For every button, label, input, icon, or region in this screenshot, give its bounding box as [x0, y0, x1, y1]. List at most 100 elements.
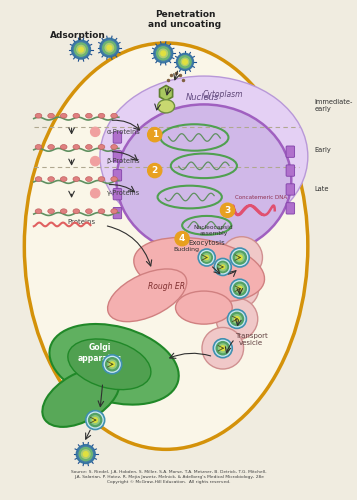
Ellipse shape: [48, 114, 54, 118]
Ellipse shape: [116, 104, 291, 256]
Circle shape: [159, 49, 167, 58]
Text: Transport
vesicle: Transport vesicle: [235, 334, 267, 346]
Circle shape: [233, 314, 241, 323]
Circle shape: [233, 251, 246, 264]
Circle shape: [201, 252, 212, 263]
Circle shape: [205, 256, 208, 260]
Ellipse shape: [176, 291, 232, 324]
Ellipse shape: [48, 176, 54, 182]
Circle shape: [216, 342, 230, 355]
Circle shape: [179, 56, 191, 68]
Ellipse shape: [48, 209, 54, 214]
Text: Proteins: Proteins: [67, 220, 95, 226]
Ellipse shape: [35, 144, 42, 150]
Text: 4: 4: [179, 234, 185, 243]
Circle shape: [106, 358, 119, 371]
Circle shape: [89, 414, 102, 426]
Circle shape: [105, 44, 114, 52]
Ellipse shape: [134, 238, 265, 302]
Circle shape: [81, 450, 90, 458]
Circle shape: [216, 298, 258, 340]
FancyBboxPatch shape: [113, 208, 122, 219]
Text: 2: 2: [152, 166, 158, 175]
Ellipse shape: [50, 324, 179, 404]
Ellipse shape: [73, 176, 80, 182]
Circle shape: [236, 254, 244, 262]
FancyBboxPatch shape: [286, 146, 295, 158]
Ellipse shape: [157, 100, 175, 113]
Ellipse shape: [111, 176, 117, 182]
Circle shape: [237, 255, 242, 260]
Ellipse shape: [60, 209, 67, 214]
Circle shape: [181, 58, 189, 66]
Ellipse shape: [100, 76, 308, 236]
Circle shape: [103, 41, 116, 54]
Ellipse shape: [42, 368, 120, 427]
Circle shape: [175, 232, 189, 245]
Text: Golgi
apparatus: Golgi apparatus: [78, 344, 122, 363]
Circle shape: [157, 47, 170, 60]
Ellipse shape: [48, 144, 54, 150]
Ellipse shape: [73, 114, 80, 118]
Circle shape: [79, 448, 92, 460]
Circle shape: [230, 279, 249, 298]
Circle shape: [235, 316, 239, 322]
Text: Early: Early: [315, 146, 331, 152]
Ellipse shape: [98, 176, 105, 182]
Circle shape: [91, 416, 100, 424]
FancyBboxPatch shape: [113, 150, 122, 162]
Ellipse shape: [35, 209, 42, 214]
Circle shape: [74, 43, 87, 56]
Circle shape: [84, 452, 88, 456]
Circle shape: [236, 284, 244, 293]
Circle shape: [154, 44, 173, 63]
Circle shape: [233, 282, 246, 296]
Circle shape: [108, 360, 116, 368]
Circle shape: [221, 265, 225, 269]
Circle shape: [217, 262, 228, 272]
FancyBboxPatch shape: [286, 184, 295, 195]
Circle shape: [161, 51, 166, 56]
Circle shape: [213, 339, 232, 357]
Circle shape: [148, 164, 162, 177]
Text: Exocytosis: Exocytosis: [188, 240, 225, 246]
Ellipse shape: [68, 339, 151, 390]
Ellipse shape: [24, 43, 308, 450]
Circle shape: [110, 362, 115, 366]
Ellipse shape: [111, 114, 117, 118]
Circle shape: [221, 270, 259, 308]
Ellipse shape: [35, 176, 42, 182]
Ellipse shape: [86, 114, 92, 118]
Circle shape: [79, 47, 84, 52]
Circle shape: [183, 60, 187, 64]
Ellipse shape: [98, 144, 105, 150]
Text: Late: Late: [315, 186, 329, 192]
Text: γ-Proteins: γ-Proteins: [106, 190, 140, 196]
Ellipse shape: [98, 114, 105, 118]
Circle shape: [176, 54, 193, 70]
Circle shape: [90, 127, 100, 136]
Ellipse shape: [73, 209, 80, 214]
Ellipse shape: [107, 269, 187, 322]
Circle shape: [77, 46, 85, 54]
Text: β-Proteins: β-Proteins: [106, 158, 140, 164]
Ellipse shape: [86, 176, 92, 182]
Circle shape: [90, 188, 100, 198]
Text: α-Proteins: α-Proteins: [106, 129, 140, 135]
FancyBboxPatch shape: [286, 165, 295, 176]
Circle shape: [107, 46, 112, 50]
Text: Cytoplasm: Cytoplasm: [202, 90, 243, 99]
FancyBboxPatch shape: [286, 202, 295, 214]
Ellipse shape: [86, 209, 92, 214]
Ellipse shape: [35, 114, 42, 118]
Circle shape: [214, 258, 231, 276]
Polygon shape: [160, 86, 173, 100]
Circle shape: [103, 355, 122, 374]
Text: 3: 3: [225, 206, 231, 215]
Circle shape: [218, 344, 227, 352]
Circle shape: [71, 40, 90, 59]
Circle shape: [86, 410, 105, 430]
Circle shape: [230, 312, 243, 326]
Text: Immediate-
early: Immediate- early: [315, 98, 353, 112]
FancyBboxPatch shape: [113, 132, 122, 143]
